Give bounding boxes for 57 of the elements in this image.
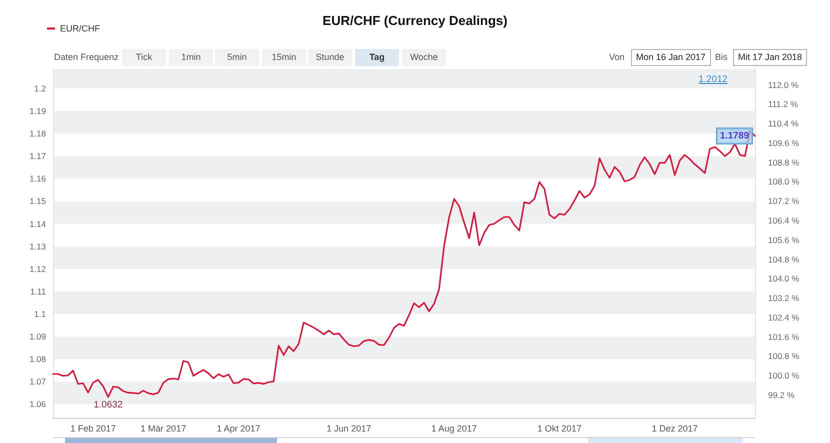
y-tick-label: 1.15 xyxy=(29,196,46,206)
y2-tick-label: 109.6 % xyxy=(768,138,800,148)
x-tick-label: 1 Aug 2017 xyxy=(431,424,477,434)
y-tick-label: 1.2 xyxy=(34,83,46,94)
y-tick-label: 1.19 xyxy=(29,106,46,116)
y2-tick-label: 102.4 % xyxy=(768,312,800,322)
button: Woche xyxy=(402,49,446,66)
y2-tick-label: 100.0 % xyxy=(768,370,800,381)
data-label: 1.0632 xyxy=(94,400,123,411)
x-tick-label: 1 Apr 2017 xyxy=(216,424,260,434)
y2-tick-label: 105.6 % xyxy=(768,234,800,245)
y-tick-label: 1.08 xyxy=(29,354,46,364)
y2-tick-label: 111.2 % xyxy=(768,99,798,110)
button: 15min xyxy=(262,49,306,66)
y-tick-label: 1.13 xyxy=(29,241,46,252)
y2-tick-label: 99.2 % xyxy=(768,390,795,400)
y-tick-label: 1.16 xyxy=(29,174,46,184)
y-tick-label: 1.09 xyxy=(29,332,46,342)
y2-tick-label: 112.0 % xyxy=(768,80,799,90)
button: 1min xyxy=(169,49,213,66)
x-tick-label: 1 Jun 2017 xyxy=(326,424,372,434)
x-tick-label: 1 Feb 2017 xyxy=(70,424,116,434)
y2-tick-label: 108.8 % xyxy=(768,157,800,168)
date-field: Mit 17 Jan 2018 xyxy=(733,49,808,66)
text: Bis xyxy=(715,51,728,64)
data-label: 1.1789 xyxy=(720,130,749,142)
line-series xyxy=(52,130,756,398)
annotation: 1.2012 xyxy=(698,74,728,84)
button: Stunde xyxy=(308,49,352,66)
button: Tag xyxy=(355,49,399,66)
y2-tick-label: 106.4 % xyxy=(768,215,800,226)
text: Daten Frequenz xyxy=(54,51,119,64)
date-field: Mon 16 Jan 2017 xyxy=(631,49,711,66)
y2-tick-label: 101.6 % xyxy=(768,332,800,342)
y-tick-label: 1.14 xyxy=(29,218,46,229)
chart-title: EUR/CHF (Currency Dealings) xyxy=(322,13,508,28)
y-tick-label: 1.17 xyxy=(29,151,46,162)
y2-tick-label: 103.2 % xyxy=(768,293,800,304)
button: Tick xyxy=(122,49,166,66)
x-tick-label: 1 Dez 2017 xyxy=(652,424,698,434)
y2-tick-label: 108.0 % xyxy=(768,176,800,187)
y-tick-label: 1.1 xyxy=(34,309,46,319)
text: Von xyxy=(609,51,625,64)
y2-tick-label: 100.8 % xyxy=(768,351,800,362)
y2-tick-label: 104.0 % xyxy=(768,274,800,284)
y2-tick-label: 104.8 % xyxy=(768,254,800,264)
legend-label: EUR/CHF xyxy=(60,24,100,34)
y-tick-label: 1.07 xyxy=(29,376,46,387)
x-tick-label: 1 Okt 2017 xyxy=(537,424,582,434)
y-tick-label: 1.11 xyxy=(30,286,46,296)
y2-tick-label: 110.4 % xyxy=(768,118,799,129)
x-tick-label: 1 Mär 2017 xyxy=(140,424,186,434)
button: 5min xyxy=(215,49,259,66)
y-tick-label: 1.12 xyxy=(29,264,46,274)
y-tick-label: 1.18 xyxy=(29,128,46,139)
y2-tick-label: 107.2 % xyxy=(768,196,800,206)
y-tick-label: 1.06 xyxy=(29,399,46,410)
